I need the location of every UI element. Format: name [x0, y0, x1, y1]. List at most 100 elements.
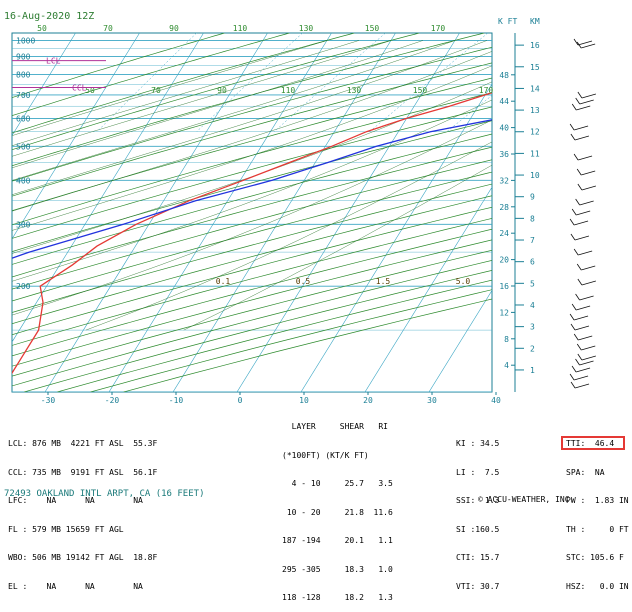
index-vti: VTI: 30.7: [456, 582, 499, 592]
index-ki: KI : 34.5: [456, 439, 499, 449]
index-stc: STC: 105.6 F: [566, 553, 629, 563]
wind-barb: [575, 326, 589, 330]
sounding-date-time: 16-Aug-2020 12Z: [4, 11, 94, 22]
km-label: 15: [530, 63, 540, 72]
top-tick-label: 130: [299, 24, 314, 33]
wind-barb: [578, 41, 592, 45]
pw-highlight-box: [561, 436, 625, 450]
kft-label: 8: [504, 335, 509, 344]
wind-barb-flag: [576, 294, 580, 300]
wind-barb-flag: [574, 334, 578, 340]
level-marker-label: LCL: [46, 57, 61, 66]
top-tick-label: 170: [431, 24, 446, 33]
wind-barb-flag: [577, 264, 581, 270]
parcel-row-lcl: LCL: 876 MB 4221 FT ASL 55.3F: [8, 439, 157, 449]
parcel-levels-table: LCL: 876 MB 4221 FT ASL 55.3F CCL: 735 M…: [8, 420, 157, 601]
mixing-ratio-label: 0.1: [216, 277, 231, 286]
wind-barb-flag: [570, 374, 574, 380]
x-tick-label: 0: [238, 396, 243, 405]
wind-barb: [582, 94, 596, 98]
km-label: 4: [530, 301, 535, 310]
km-label: 2: [530, 344, 535, 353]
kft-label: 16: [499, 282, 509, 291]
wind-barb-flag: [578, 92, 582, 98]
isotherm-line: [621, 33, 632, 392]
pressure-tick-label: 300: [16, 220, 31, 229]
isotherm-line: [557, 33, 632, 392]
wind-barb-flag: [578, 184, 582, 190]
wind-profile: [570, 39, 596, 388]
km-label: 6: [530, 258, 535, 267]
wind-barb: [580, 201, 594, 205]
kft-label: 48: [499, 71, 509, 80]
dry-adiabat-label: 70: [151, 86, 161, 95]
parcel-row-ccl: CCL: 735 MB 9191 FT ASL 56.1F: [8, 468, 157, 478]
km-label: 13: [530, 106, 540, 115]
pressure-tick-label: 500: [16, 142, 31, 151]
height-scale: 4812162024283236404448123456789101112131…: [499, 33, 539, 392]
km-label: 12: [530, 128, 540, 137]
km-label: 5: [530, 279, 535, 288]
wind-barb: [582, 281, 596, 285]
wind-barb-flag: [572, 366, 576, 372]
wind-barb-flag: [572, 104, 576, 110]
dry-adiabat-label: 130: [347, 86, 362, 95]
wind-barb: [580, 296, 594, 300]
index-spa: SPA: NA: [566, 468, 629, 478]
wind-barb-flag: [576, 199, 580, 205]
isotherm-line: [0, 33, 140, 392]
wind-barb-flag: [571, 324, 575, 330]
parcel-row-el: EL : NA NA NA: [8, 582, 157, 592]
km-label: 14: [530, 84, 540, 93]
top-tick-label: 110: [233, 24, 248, 33]
shear-header-1: LAYER SHEAR RI: [282, 422, 393, 432]
wind-barb-flag: [577, 344, 581, 350]
parcel-row-fl: FL : 579 MB 15659 FT AGL: [8, 525, 157, 535]
wind-barb-flag: [572, 304, 576, 310]
kft-label: 36: [499, 150, 509, 159]
km-label: 9: [530, 193, 535, 202]
copyright: © ACCU-WEATHER, INC.: [478, 495, 574, 504]
wind-barb: [578, 251, 592, 255]
wind-barb-flag: [574, 249, 578, 255]
wind-barb-flag: [571, 234, 575, 240]
wind-barb: [574, 376, 588, 380]
wind-barb: [575, 384, 589, 388]
moist-adiabat: [0, 40, 615, 330]
dry-adiabat-label: 150: [413, 86, 428, 95]
dry-adiabat-label: 90: [217, 86, 227, 95]
index-hsz: HSZ: 0.0 IN: [566, 582, 629, 592]
kft-label: 12: [499, 308, 509, 317]
stability-indices-1: KI : 34.5 LI : 7.5 SSI: 1.3 SI :160.5 CT…: [456, 420, 499, 601]
height-unit-kft: K FT: [498, 17, 517, 26]
x-tick-label: -30: [41, 396, 56, 405]
index-cti: CTI: 15.7: [456, 553, 499, 563]
wind-barb-flag: [571, 134, 575, 140]
shear-row: 4 - 10 25.7 3.5: [282, 479, 393, 489]
wind-barb: [574, 126, 588, 130]
wind-barb-flag: [570, 219, 574, 225]
km-label: 11: [530, 149, 540, 158]
mixing-ratio-line: [97, 33, 197, 132]
wind-barb-flag: [570, 314, 574, 320]
wind-barb-flag: [571, 382, 575, 388]
dry-adiabat: [24, 33, 632, 392]
shear-row: 10 - 20 21.8 11.6: [282, 508, 393, 518]
wind-barb: [582, 356, 596, 360]
wind-barb: [578, 156, 592, 160]
kft-label: 28: [499, 203, 509, 212]
wind-barb: [576, 368, 590, 372]
mixing-ratio-line: [447, 33, 571, 132]
moist-adiabat: [0, 40, 359, 330]
shear-header-2: (*100FT) (KT/K FT): [282, 451, 393, 461]
index-si: SI :160.5: [456, 525, 499, 535]
wind-barb: [580, 100, 594, 104]
wind-barb-flag: [578, 279, 582, 285]
shear-row: 295 -305 18.3 1.0: [282, 565, 393, 575]
x-tick-label: -10: [169, 396, 184, 405]
wind-barb: [581, 266, 595, 270]
dry-adiabat-label: 110: [281, 86, 296, 95]
kft-label: 24: [499, 229, 509, 238]
km-label: 1: [530, 366, 535, 375]
isotherm-line: [0, 33, 204, 392]
